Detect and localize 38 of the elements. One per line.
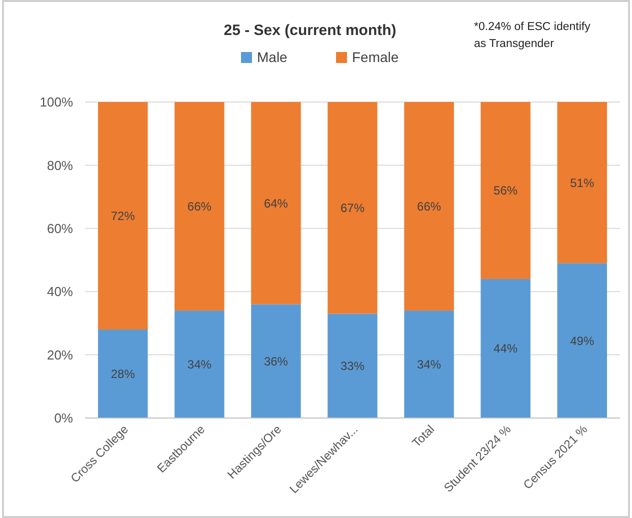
bar <box>480 278 530 418</box>
bar <box>328 314 378 418</box>
bar <box>404 102 454 311</box>
y-tick-label: 100% <box>40 94 74 110</box>
legend-label: Male <box>257 49 288 65</box>
bar <box>251 102 301 304</box>
bar <box>174 102 224 311</box>
data-label: 33% <box>340 359 365 374</box>
y-tick-label: 80% <box>46 158 74 173</box>
data-label: 56% <box>494 184 518 198</box>
data-label: 36% <box>264 354 288 368</box>
data-label: 51% <box>570 176 594 190</box>
bar <box>328 102 378 314</box>
bar <box>251 304 301 418</box>
y-tick-label: 20% <box>46 347 74 362</box>
data-label: 66% <box>417 199 442 214</box>
data-label: 72% <box>110 208 136 223</box>
data-label: 34% <box>417 357 442 372</box>
y-tick-label: 40% <box>46 284 74 300</box>
text: *0.24% of ESC identify as Transgender <box>474 21 591 50</box>
data-label: 44% <box>494 342 518 356</box>
bar <box>98 102 148 330</box>
y-tick-label: 60% <box>46 220 74 236</box>
bar <box>480 102 530 279</box>
legend-label: Female <box>352 49 399 65</box>
data-label: 34% <box>187 357 212 372</box>
data-label: 49% <box>570 334 594 348</box>
bar <box>557 102 607 264</box>
data-label: 64% <box>264 196 288 210</box>
data-label: 28% <box>110 366 136 381</box>
y-tick-label: 0% <box>54 410 74 426</box>
bar <box>174 310 224 418</box>
chart-title: 25 - Sex (current month) <box>224 22 396 39</box>
bar <box>404 310 454 418</box>
bar <box>557 263 607 418</box>
bar <box>98 330 148 418</box>
data-label: 66% <box>187 199 212 214</box>
data-label: 67% <box>340 201 365 216</box>
